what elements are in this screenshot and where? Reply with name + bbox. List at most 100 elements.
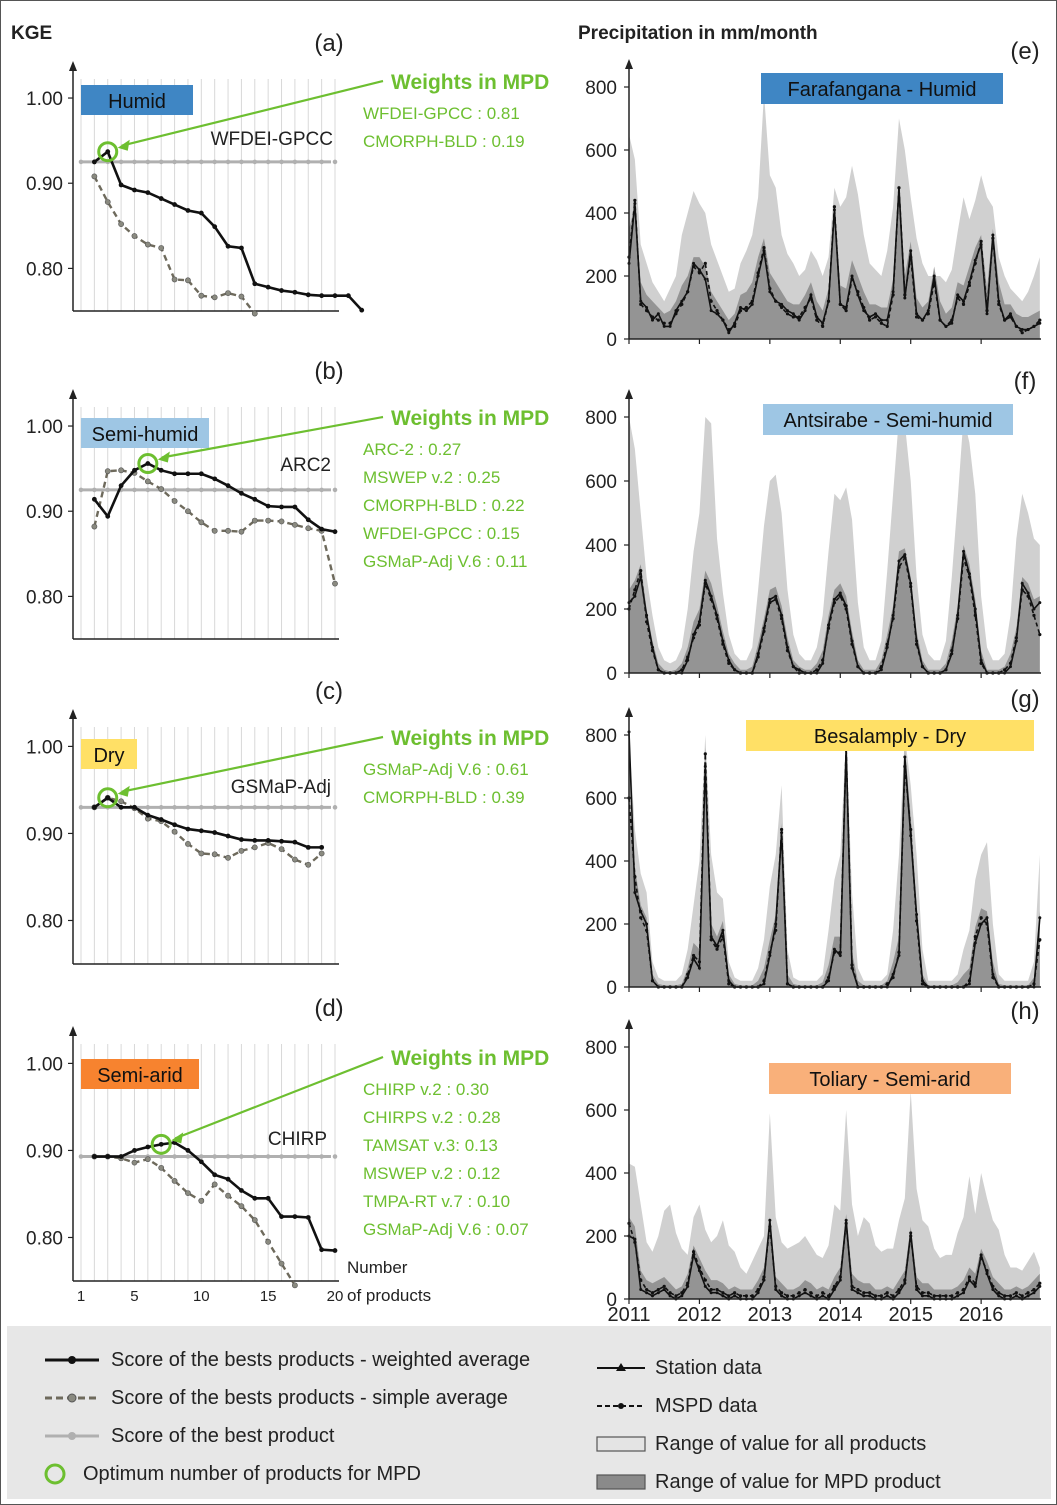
- station-data-point: [903, 296, 907, 300]
- weighted-average-point: [118, 804, 124, 810]
- weight-entry: GSMaP-Adj V.6 : 0.11: [363, 552, 527, 571]
- best-product-point: [239, 1154, 244, 1159]
- station-data-point: [950, 321, 954, 325]
- weighted-average-point: [305, 517, 311, 523]
- weighted-average-point: [158, 196, 164, 201]
- precip-y-tick-label: 600: [585, 1101, 617, 1122]
- mspd-data-point: [868, 1291, 872, 1295]
- mspd-data-point: [979, 239, 983, 243]
- simple-average-point: [251, 1217, 258, 1223]
- best-product-point: [279, 487, 284, 493]
- station-data-point: [850, 1288, 854, 1292]
- best-product-point: [118, 159, 124, 165]
- optimum-marker: [97, 787, 119, 809]
- station-data-point: [709, 1291, 713, 1295]
- weighted-average-point: [145, 1144, 151, 1150]
- station-data-point: [703, 277, 707, 281]
- station-data-point: [774, 299, 778, 303]
- station-data-point: [962, 1291, 966, 1295]
- legend-best-product: Score of the best product: [41, 1424, 334, 1448]
- weight-entry: WFDEI-GPCC : 0.81: [363, 104, 520, 123]
- station-data-point: [703, 1284, 707, 1288]
- precip-y-tick-label: 800: [585, 726, 617, 747]
- station-label: Besalamply - Dry: [814, 726, 966, 748]
- station-data-point: [797, 1294, 801, 1298]
- station-data-point: [756, 274, 760, 278]
- best-product-point: [292, 805, 298, 810]
- weights-arrow: [161, 415, 384, 459]
- station-data-point: [950, 652, 954, 656]
- station-data-point: [868, 1294, 872, 1298]
- station-data-point: [985, 916, 989, 920]
- station-data-point: [909, 1231, 913, 1235]
- legend-station-data: Station data: [595, 1356, 762, 1380]
- weighted-average-point: [172, 471, 177, 477]
- station-label: Farafangana - Humid: [788, 79, 977, 101]
- station-data-point: [909, 834, 913, 838]
- simple-average-point: [144, 1156, 151, 1163]
- station-data-point: [785, 645, 789, 649]
- station-data-point: [692, 633, 696, 637]
- station-data-point: [885, 1294, 889, 1298]
- best-product-point: [279, 159, 284, 165]
- simple-average-point: [211, 294, 218, 301]
- weighted-average-point: [158, 1141, 164, 1147]
- station-data-point: [645, 922, 649, 926]
- best-product-point: [199, 1154, 204, 1159]
- station-data-point: [844, 604, 848, 608]
- station-data-point: [709, 309, 713, 313]
- kge-y-tick-label: 1.00: [26, 417, 63, 438]
- mspd-data-point: [920, 982, 925, 986]
- station-data-point: [1008, 665, 1012, 669]
- region-label-box: [81, 1059, 199, 1089]
- simple-average-point: [211, 851, 218, 858]
- station-data-point: [692, 1253, 696, 1257]
- station-data-point: [686, 1284, 690, 1288]
- mspd-data-point: [1008, 1294, 1013, 1298]
- precip-y-tick-label: 200: [585, 267, 617, 288]
- station-data-point: [903, 553, 907, 557]
- station-data-point: [868, 315, 872, 319]
- weighted-average-point: [319, 844, 325, 850]
- station-data-point: [979, 658, 983, 662]
- station-data-point: [944, 324, 948, 328]
- station-data-point: [780, 831, 784, 835]
- station-data-point: [1032, 1291, 1036, 1295]
- station-data-point: [768, 597, 772, 601]
- kge-x-tick-label: 15: [260, 1288, 277, 1305]
- year-label: 2014: [818, 1304, 863, 1321]
- station-data-point: [944, 668, 948, 672]
- simple-average-point: [318, 850, 325, 857]
- mspd-data-point: [785, 312, 790, 316]
- weighted-average-point: [292, 504, 298, 510]
- simple-average-point: [291, 856, 298, 863]
- weighted-average-point: [132, 804, 137, 810]
- kge-y-tick-label: 0.80: [26, 587, 63, 608]
- weighted-average-point: [225, 833, 231, 839]
- station-data-point: [633, 891, 637, 894]
- station-data-point: [1032, 607, 1036, 611]
- simple-average-point: [265, 517, 272, 524]
- weighted-average-line: [93, 796, 322, 849]
- station-data-point: [856, 1291, 860, 1295]
- year-label: 2016: [959, 1304, 1004, 1321]
- weight-entry: TMPA-RT v.7 : 0.10: [363, 1192, 510, 1211]
- station-data-point: [967, 280, 971, 284]
- station-data-point: [903, 755, 907, 759]
- station-data-point: [926, 1294, 930, 1298]
- station-data-point: [680, 299, 684, 303]
- mspd-data-point: [803, 1287, 807, 1292]
- region-label: Humid: [108, 91, 166, 113]
- station-data-point: [891, 972, 895, 976]
- weight-entry: CHIRPS v.2 : 0.28: [363, 1108, 501, 1127]
- best-product-point: [199, 159, 204, 165]
- mspd-data-point: [779, 827, 784, 832]
- station-label-box: [746, 720, 1034, 751]
- precip-panel-4: 800 600 400 200 0 Toliary - Semi-arid (h): [585, 998, 1042, 1311]
- region-label: Semi-humid: [92, 424, 199, 446]
- simple-average-point: [118, 467, 125, 474]
- station-data-point: [967, 982, 971, 986]
- precip-y-tick-label: 400: [585, 1164, 617, 1185]
- simple-average-point: [238, 1203, 245, 1210]
- simple-average-point: [265, 1238, 272, 1245]
